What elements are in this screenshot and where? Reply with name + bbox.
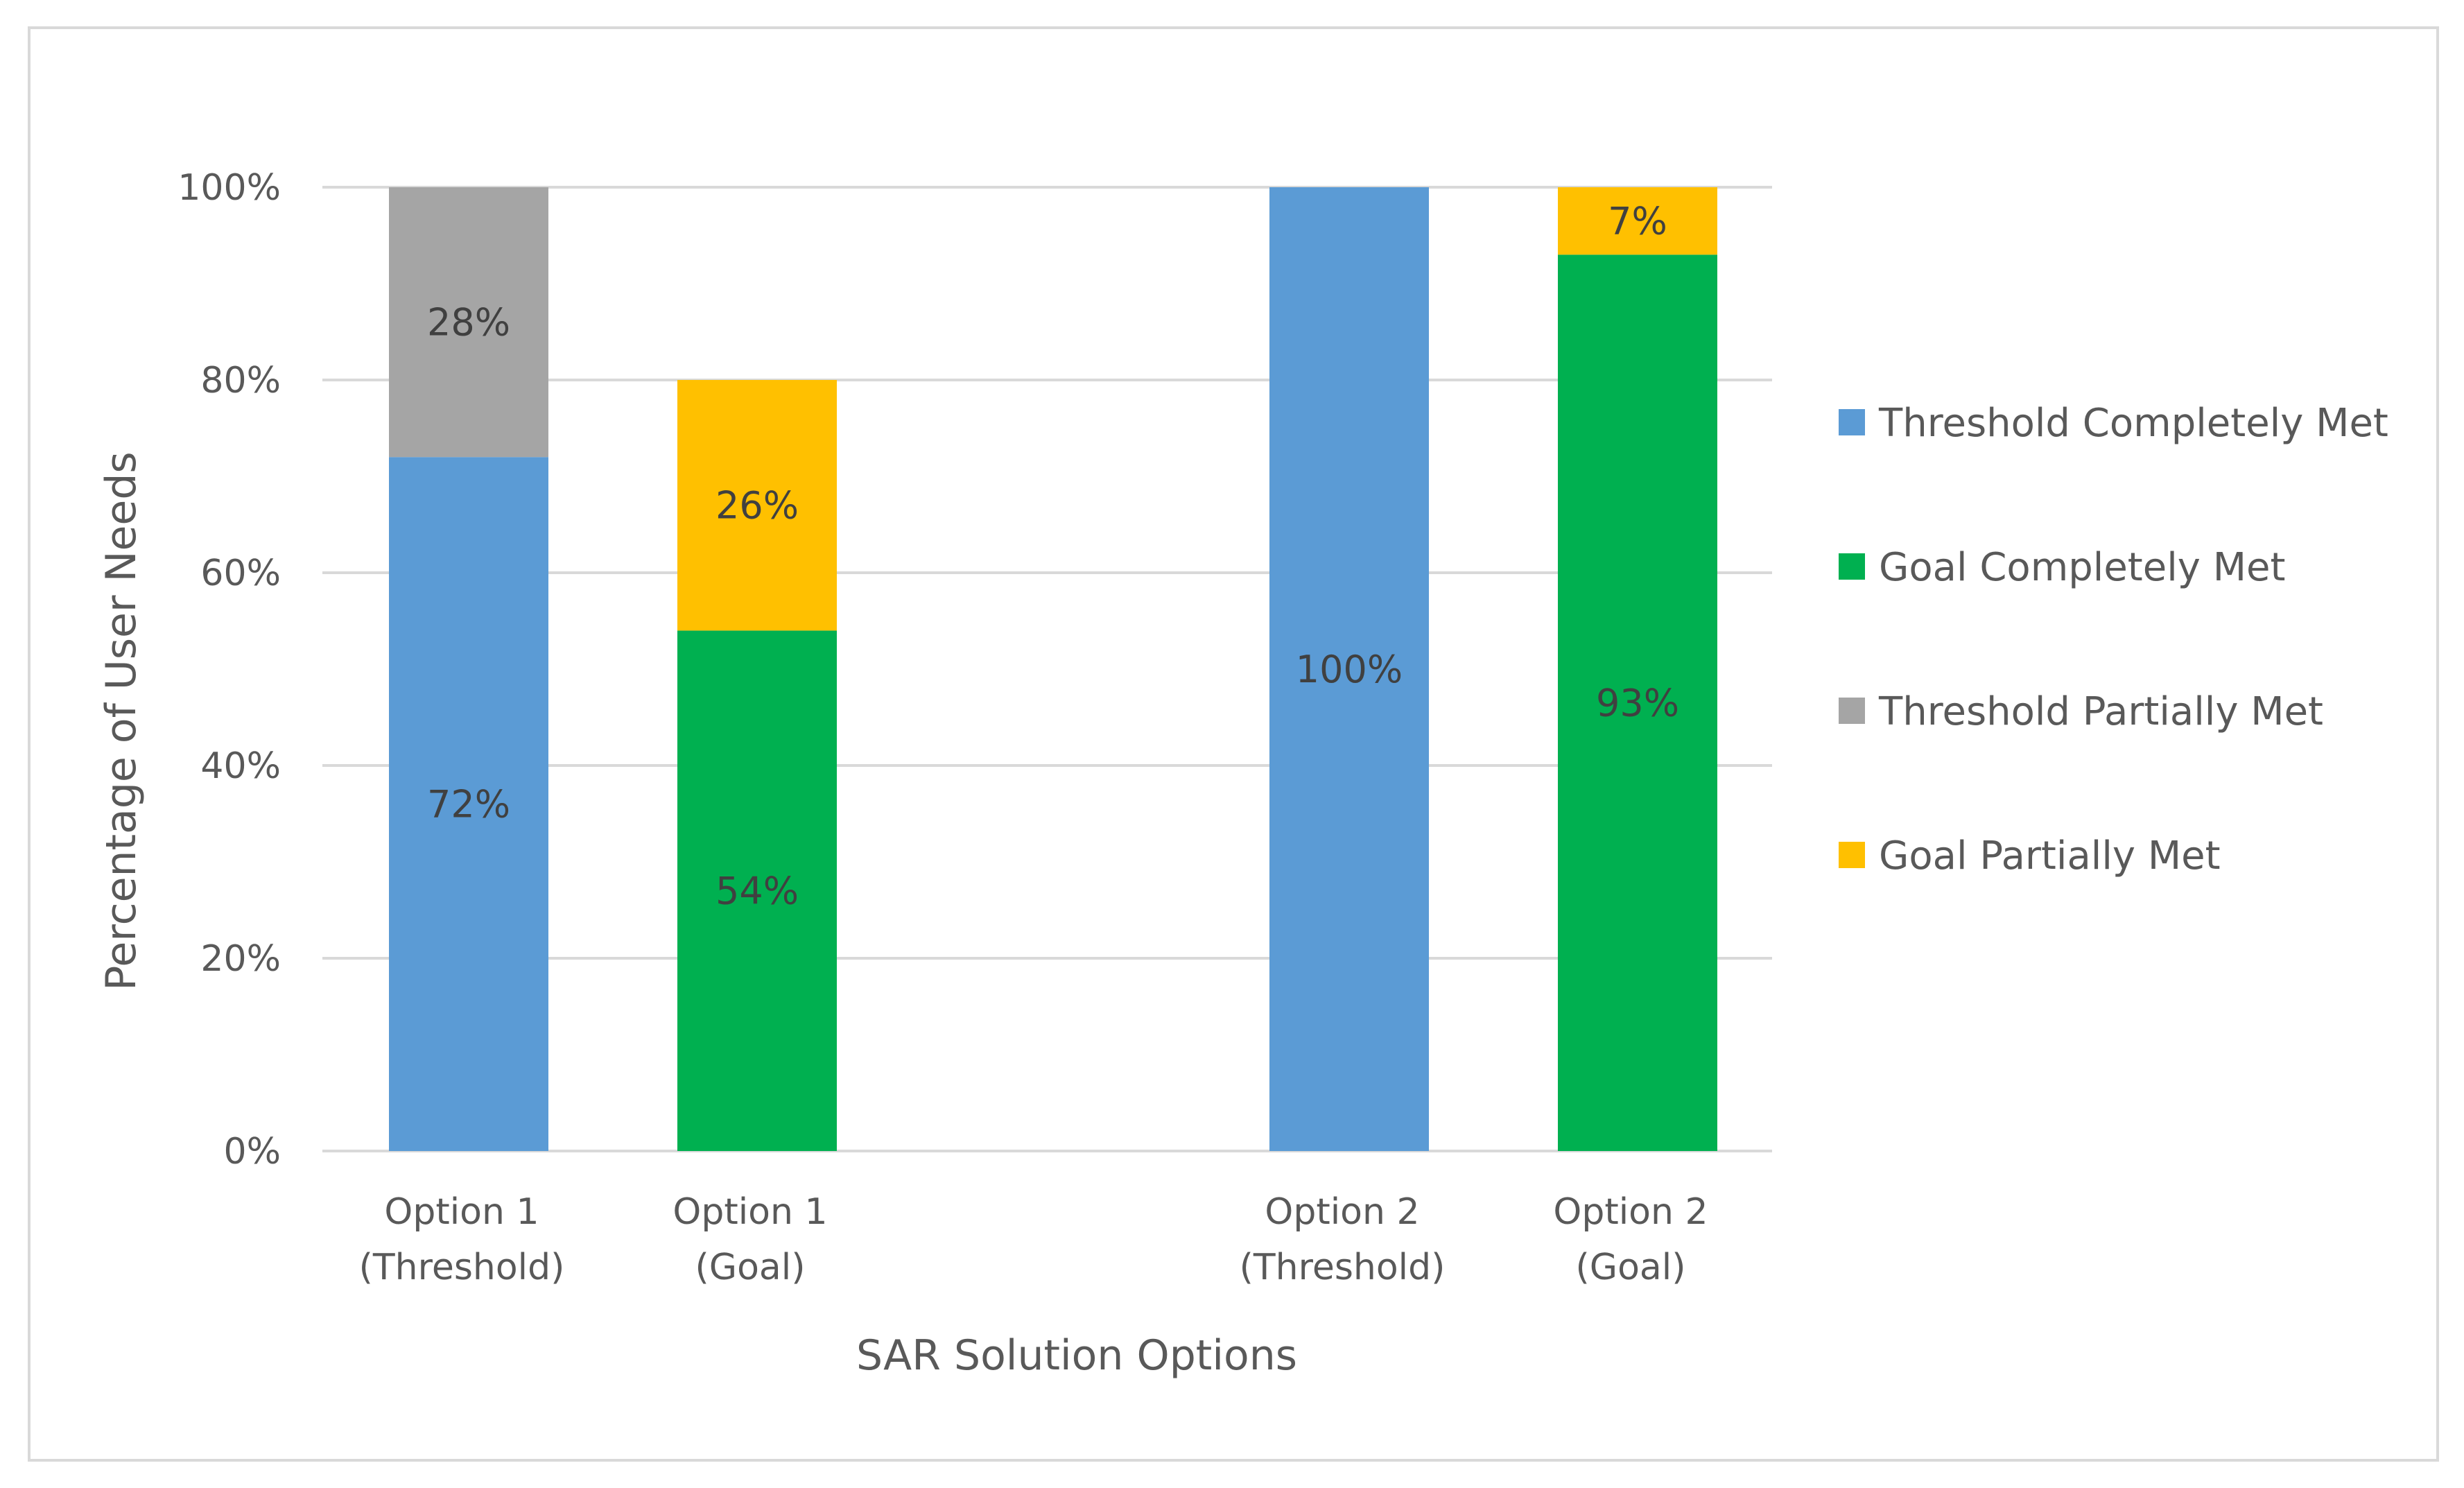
- data-label: 7%: [1608, 200, 1667, 243]
- y-axis-title: Percentage of User Needs: [97, 451, 146, 990]
- x-axis-tick-labels: Option 1 (Threshold) Option 1 (Goal) Option …: [359, 1191, 1708, 1288]
- x-tick-label: Option 2 (Goal): [1553, 1191, 1708, 1288]
- y-tick-label: 40%: [200, 745, 281, 787]
- data-label: 72%: [427, 783, 510, 827]
- x-axis-title: SAR Solution Options: [856, 1331, 1297, 1380]
- data-label: 54%: [715, 870, 799, 913]
- x-tick-label: Option 1 (Threshold): [359, 1191, 565, 1288]
- y-tick-label: 0%: [224, 1131, 281, 1173]
- data-label: 100%: [1296, 648, 1403, 691]
- legend-label: Threshold Partially Met: [1878, 689, 2323, 734]
- y-axis-tick-labels: 0% 20% 40% 60% 80% 100%: [177, 167, 281, 1173]
- y-tick-label: 60%: [200, 553, 281, 594]
- bars: 72% 28% 54% 26% 100% 93% 7%: [389, 187, 1717, 1151]
- legend-swatch: [1839, 409, 1865, 435]
- bar-segment: [677, 380, 837, 631]
- bar-segment: [1269, 187, 1429, 1151]
- legend-swatch: [1839, 553, 1865, 580]
- y-tick-label: 100%: [177, 167, 281, 209]
- x-tick-label: Option 1 (Goal): [673, 1191, 827, 1288]
- legend-label: Threshold Completely Met: [1878, 401, 2388, 446]
- bar-segment: [677, 630, 837, 1151]
- x-tick-label: Option 2 (Threshold): [1240, 1191, 1446, 1288]
- legend-label: Goal Completely Met: [1879, 545, 2285, 590]
- y-tick-label: 20%: [200, 938, 281, 980]
- bar-segment: [1558, 254, 1717, 1151]
- data-label: 28%: [427, 301, 510, 345]
- legend-label: Goal Partially Met: [1879, 833, 2221, 879]
- gridlines: [322, 186, 1772, 1152]
- legend-swatch: [1839, 842, 1865, 868]
- data-label: 93%: [1596, 682, 1679, 725]
- bar-segment: [389, 457, 548, 1151]
- bar-segment: [389, 187, 548, 458]
- data-label: 26%: [715, 484, 799, 528]
- legend: Threshold Completely Met Goal Completely …: [1839, 401, 2388, 879]
- bar-segment: [1558, 187, 1717, 255]
- y-tick-label: 80%: [200, 360, 281, 401]
- legend-swatch: [1839, 698, 1865, 724]
